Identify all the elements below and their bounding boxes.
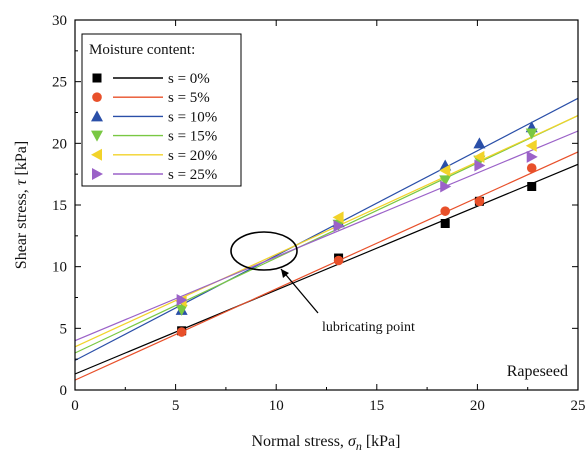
y-tick-label: 20: [52, 136, 67, 152]
annotation-label: lubricating point: [322, 320, 415, 335]
fit-line: [75, 130, 578, 342]
data-point: [440, 219, 450, 228]
x-tick-label: 25: [571, 398, 586, 414]
lubricating-point-ellipse: [230, 231, 298, 271]
fit-line: [75, 163, 578, 375]
legend-items: s = 0% s = 5% s = 10% s = 15% s = 20% s = 25%: [91, 71, 217, 183]
fit-line: [75, 97, 578, 361]
y-axis-title: Shear stress, τ [kPa]: [13, 141, 30, 269]
data-point: [176, 327, 187, 337]
legend-label: s = 0%: [168, 71, 210, 87]
x-tick-label: 20: [470, 398, 485, 414]
fit-line: [75, 151, 578, 381]
corner-label: Rapeseed: [507, 363, 568, 380]
legend-label: s = 15%: [168, 129, 217, 145]
axis-ticks: 0 5 10 15 20 25 0 5 10 15 20 25 30: [52, 13, 586, 414]
x-tick-label: 15: [369, 398, 384, 414]
fit-line: [75, 115, 578, 348]
data-point: [526, 150, 538, 163]
legend: Moisture content: s = 0%s = 5%s = 10%s =…: [81, 33, 242, 187]
y-tick-label: 15: [52, 198, 67, 214]
x-tick-label: 0: [71, 398, 79, 414]
annotation-arrowhead: [281, 269, 289, 278]
annotation-arrow-line: [280, 268, 319, 314]
data-points: [175, 121, 538, 337]
legend-label: s = 20%: [168, 148, 217, 164]
legend-label: s = 5%: [168, 90, 210, 106]
legend-marker: [91, 148, 102, 161]
legend-box: [81, 33, 242, 187]
x-tick-label: 5: [172, 398, 180, 414]
data-point: [473, 137, 486, 149]
legend-label: s = 10%: [168, 109, 217, 125]
legend-title: Moisture content:: [89, 42, 195, 58]
data-point: [474, 196, 485, 207]
legend-marker: [91, 110, 103, 122]
x-tick-label: 10: [269, 398, 284, 414]
data-point: [527, 182, 537, 191]
data-point: [474, 159, 486, 172]
data-point: [525, 139, 537, 152]
data-point: [333, 255, 344, 266]
x-axis-title: Normal stress, σn [kPa]: [252, 433, 401, 453]
legend-marker: [92, 73, 102, 83]
data-point: [525, 128, 538, 140]
y-tick-label: 0: [60, 383, 68, 399]
data-point: [439, 164, 451, 177]
data-point: [175, 304, 188, 316]
data-point: [526, 163, 537, 173]
data-point: [473, 150, 485, 163]
legend-label: s = 25%: [168, 167, 217, 183]
data-point: [439, 175, 452, 187]
fit-line: [75, 115, 578, 354]
fit-lines: [75, 97, 578, 381]
y-tick-label: 5: [60, 321, 68, 337]
y-tick-label: 25: [52, 75, 67, 91]
data-point: [440, 180, 452, 193]
legend-marker: [92, 92, 102, 102]
y-tick-label: 10: [52, 260, 67, 276]
legend-marker: [91, 130, 103, 142]
data-point: [440, 206, 451, 216]
y-tick-label: 30: [52, 13, 67, 29]
data-point: [333, 219, 345, 232]
data-point: [332, 211, 344, 224]
data-point: [176, 293, 188, 306]
legend-marker: [92, 168, 103, 180]
